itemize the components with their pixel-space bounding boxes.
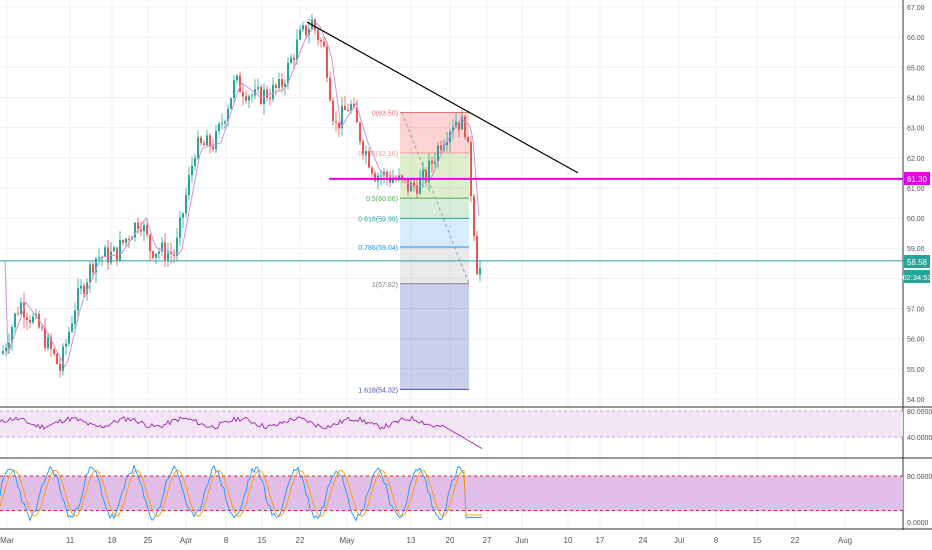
time-tick-label: 8 xyxy=(714,536,719,545)
fib-level-label: 0.786(59.04) xyxy=(358,245,398,252)
fib-band xyxy=(400,112,469,153)
magenta-line-price-label: 61.30 xyxy=(907,175,928,184)
countdown-tag xyxy=(904,270,930,283)
stoch-d-line xyxy=(0,469,482,517)
price-tick-label: 62.00 xyxy=(907,156,925,163)
time-tick-label: 15 xyxy=(753,536,762,545)
price-tick-label: 60.00 xyxy=(907,216,925,223)
rsi-indicator-pane[interactable]: 80.0000 40.0000 xyxy=(0,409,932,449)
rsi-tick-label: 80.0000 xyxy=(907,409,932,416)
trendline[interactable] xyxy=(306,21,579,174)
time-tick-label: May xyxy=(339,536,354,545)
fib-trend-diagonal xyxy=(401,112,470,284)
price-tick-label: 55.00 xyxy=(907,367,925,374)
time-tick-label: 25 xyxy=(144,536,153,545)
time-tick-label: Jul xyxy=(674,536,684,545)
time-tick-label: 22 xyxy=(296,536,305,545)
price-tick-label: 64.00 xyxy=(907,95,925,102)
price-tick-label: 66.00 xyxy=(907,35,925,42)
time-tick-label: 13 xyxy=(407,536,416,545)
rsi-tick-label: 40.0000 xyxy=(907,435,932,442)
magenta-line-price-tag xyxy=(904,172,930,185)
time-tick-label: 10 xyxy=(564,536,573,545)
price-tick-label: 54.00 xyxy=(907,397,925,404)
time-tick-label: 18 xyxy=(108,536,117,545)
time-tick-label: 20 xyxy=(446,536,455,545)
time-axis[interactable]: Mar 11 18 25 Apr 8 15 22 May 13 20 27 Jun 10 17 24 Jul 8 1… xyxy=(0,536,852,545)
time-tick-label: 8 xyxy=(224,536,229,545)
price-tick-label: 59.00 xyxy=(907,246,925,253)
price-tick-label: 56.00 xyxy=(907,337,925,344)
time-tick-label: Mar xyxy=(0,536,14,545)
fib-level-label: 0.236(62.16) xyxy=(358,151,398,158)
price-tick-label: 61.00 xyxy=(907,186,925,193)
time-tick-label: 22 xyxy=(791,536,800,545)
time-tick-label: Jun xyxy=(516,536,529,545)
countdown-label: 02:34:53 xyxy=(902,273,931,282)
time-tick-label: 11 xyxy=(66,536,75,545)
current-price-tag xyxy=(904,255,930,268)
fib-band xyxy=(400,218,469,248)
rsi-band xyxy=(0,411,903,437)
fib-band xyxy=(400,152,469,199)
stoch-tick-label: 0.0000 xyxy=(907,520,929,527)
fib-band xyxy=(400,283,469,390)
fib-level-label: 1.618(54.32) xyxy=(358,387,398,394)
fib-band xyxy=(400,247,469,284)
time-tick-label: Apr xyxy=(180,536,193,545)
price-axis[interactable]: 67.00 66.00 65.00 64.00 63.00 62.00 61.00 60.00… xyxy=(907,5,925,404)
price-tick-label: 65.00 xyxy=(907,65,925,72)
stoch-tick-label: 80.0000 xyxy=(907,474,932,481)
time-tick-label: 27 xyxy=(483,536,492,545)
fib-level-label: 0.5(60.66) xyxy=(366,196,398,203)
fib-level-label: 1(57.82) xyxy=(372,282,398,289)
time-tick-label: 15 xyxy=(258,536,267,545)
current-price-label: 58.58 xyxy=(907,258,928,267)
time-tick-label: 17 xyxy=(596,536,605,545)
price-tick-label: 67.00 xyxy=(907,5,925,12)
price-tick-label: 63.00 xyxy=(907,126,925,133)
rsi-line xyxy=(0,415,483,449)
fibonacci-retracement[interactable]: 0(63.50) 0.236(62.16) 0.5(60.66) 0.618(59.9… xyxy=(358,111,470,395)
price-tick-label: 57.00 xyxy=(907,307,925,314)
time-tick-label: 24 xyxy=(639,536,648,545)
fib-level-label: 0(63.50) xyxy=(372,111,398,118)
stochastic-indicator-pane[interactable]: 80.0000 0.0000 xyxy=(0,464,932,527)
fib-level-label: 0.618(59.99) xyxy=(358,216,398,223)
fib-band xyxy=(400,198,469,219)
time-tick-label: Aug xyxy=(838,536,852,545)
